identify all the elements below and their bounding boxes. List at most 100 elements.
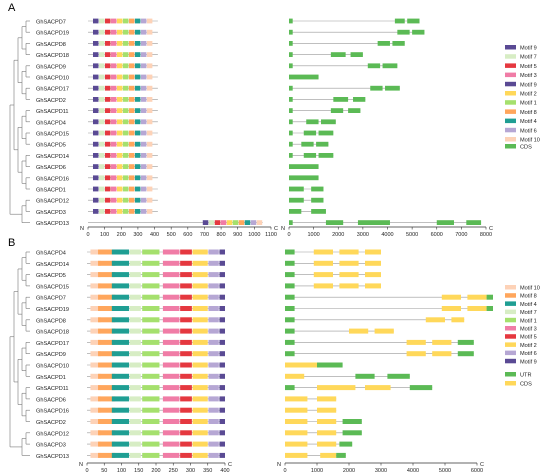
panel-a-motif-box — [122, 29, 129, 35]
panel-a-motif-box — [140, 119, 147, 125]
panel-a-motif-box — [146, 164, 153, 169]
panel-b-legend-swatch — [505, 326, 516, 331]
panel-a-motif-box — [110, 197, 117, 203]
panel-a-motif-box — [92, 74, 99, 80]
panel-a-motif-box — [128, 52, 135, 57]
panel-b-motif-box — [208, 396, 219, 402]
panel-b-cds-box — [313, 283, 333, 289]
panel-a-motif-box — [92, 41, 99, 46]
panel-a-motif-box — [146, 209, 153, 214]
panel-b-utr-box — [285, 294, 295, 300]
panel-b-motif-box — [162, 362, 180, 368]
panel-a-motif-box — [128, 130, 135, 136]
panel-b-utr-box — [285, 339, 295, 345]
panel-a-motif-box — [104, 209, 111, 214]
panel-a-legend-swatch — [505, 144, 516, 149]
panel-b-legend-label: Motif 6 — [520, 351, 537, 357]
panel-a-label: A — [8, 2, 16, 14]
panel-a-cds-box — [350, 52, 363, 57]
panel-b-motif-box — [162, 328, 180, 334]
panel-b-cds-box — [365, 283, 381, 289]
panel-b-motif-box — [111, 306, 130, 311]
panel-a-gene-axis-tick-label: 3000 — [357, 232, 369, 238]
panel-b-motif-box — [219, 419, 225, 424]
panel-b-motif-box — [192, 419, 208, 424]
panel-a-cds-box — [289, 108, 293, 113]
panel-a-motif-box — [146, 85, 153, 91]
panel-b-cds-box — [406, 351, 426, 357]
panel-a-motif-box — [140, 108, 147, 113]
panel-b-legend-swatch — [505, 350, 516, 356]
panel-a-legend-swatch — [505, 100, 516, 105]
panel-a-gene-label: GhSACPD18 — [36, 53, 69, 59]
panel-b-motif-box — [180, 306, 192, 311]
panel-b-motif-box — [142, 362, 160, 368]
panel-a-gene-axis-n-terminus-label: N — [281, 226, 285, 232]
panel-a-motif-box — [202, 220, 209, 225]
panel-a-motif-box — [146, 141, 153, 147]
panel-b-cds-box — [320, 452, 337, 458]
panel-a-motif-box — [98, 175, 105, 181]
panel-a-motif-box — [128, 175, 135, 181]
panel-b-legend-label: Motif 9 — [520, 359, 537, 365]
panel-a-cds-box — [301, 141, 314, 147]
panel-b-motif-box — [90, 396, 101, 402]
panel-b-motif-box — [98, 260, 116, 266]
panel-b-motif-box — [208, 441, 219, 447]
panel-b-motif-box — [90, 441, 101, 447]
panel-b-motif-box — [98, 317, 116, 323]
panel-b-gene-axis-c-terminus-label: C — [480, 462, 484, 468]
panel-b-motif-box — [162, 407, 180, 413]
panel-b-motif-box — [129, 351, 141, 357]
panel-a-motif-box — [146, 108, 153, 113]
panel-b-motif-box — [111, 452, 130, 458]
panel-a-gene-label: GhSACPD10 — [36, 76, 69, 82]
panel-a-motif-box — [116, 52, 123, 57]
panel-a-motif-box — [140, 97, 147, 102]
panel-b-motif-box — [111, 272, 130, 278]
panel-a-legend-label: Motif 5 — [520, 64, 537, 70]
panel-a-gene-label: GhSACPD2 — [36, 98, 66, 104]
panel-b-motif-box — [111, 283, 130, 289]
panel-b-legend-swatch — [505, 334, 516, 339]
panel-b-motif-box — [180, 249, 192, 255]
panel-a-motif-box — [122, 186, 129, 192]
panel-b-motif-box — [129, 306, 141, 311]
panel-b-legend-label: Motif 4 — [520, 302, 537, 308]
panel-a-motif-box — [110, 108, 117, 113]
panel-a-cds-box — [289, 130, 293, 136]
panel-a-motif-box — [92, 175, 99, 181]
panel-b-cds-box — [339, 249, 359, 255]
panel-a-motif-box — [104, 97, 111, 102]
panel-a-motif-box — [110, 209, 117, 214]
panel-a-motif-box — [116, 197, 123, 203]
panel-b-motif-axis-tick-label: 250 — [169, 468, 178, 474]
panel-a-cds-box — [407, 18, 420, 24]
panel-b-motif-box — [111, 317, 130, 323]
panel-b-cds-box — [317, 407, 337, 413]
panel-b-motif-box — [180, 339, 192, 345]
panel-b-utr-box — [342, 430, 362, 436]
panel-a-cds-box — [412, 29, 425, 35]
panel-b-utr-box — [336, 452, 346, 458]
panel-b-motif-box — [162, 430, 180, 436]
panel-b-motif-box — [192, 351, 208, 357]
panel-a-cds-box — [289, 175, 319, 181]
panel-b-motif-box — [111, 362, 130, 368]
panel-a-legend-swatch — [505, 137, 516, 142]
panel-b-motif-box — [98, 306, 116, 311]
panel-a-gene-axis-tick-label: 1000 — [308, 232, 320, 238]
panel-b-legend-swatch — [505, 358, 516, 364]
panel-b-motif-box — [219, 306, 225, 311]
panel-a-motif-box — [214, 220, 221, 225]
panel-a-gene-axis-tick-label: 5000 — [406, 232, 418, 238]
panel-b-cds-box — [441, 306, 461, 311]
panel-b-label: B — [8, 237, 15, 249]
panel-b-motif-box — [129, 317, 141, 323]
panel-b-motif-box — [219, 362, 225, 368]
panel-a-motif-box — [116, 63, 123, 69]
panel-a-gene-axis-tick-label: 7000 — [455, 232, 467, 238]
panel-a-gene-label: GhSACPD5 — [36, 143, 66, 149]
panel-b-motif-box — [111, 430, 130, 436]
